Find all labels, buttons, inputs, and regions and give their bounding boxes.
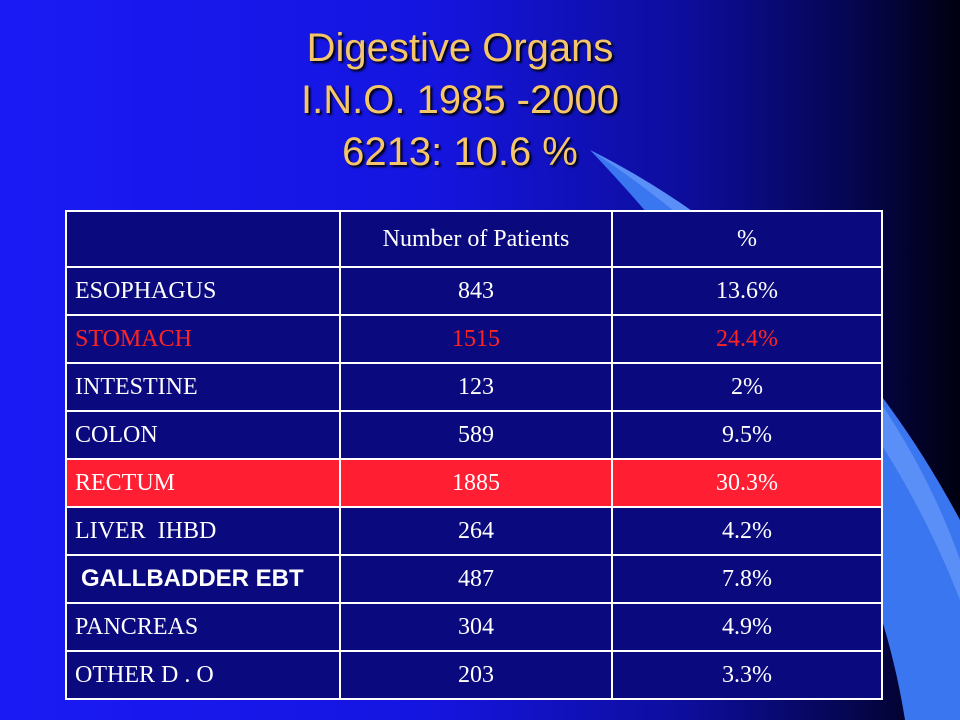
header-organ (65, 210, 341, 268)
digestive-organs-table: Number of Patients % ESOPHAGUS 843 13.6%… (65, 210, 883, 700)
percent-cell: 24.4% (611, 314, 883, 364)
percent-cell: 13.6% (611, 266, 883, 316)
table-row: GALLBADDER EBT 487 7.8% (65, 554, 883, 604)
title-line-1: Digestive Organs (306, 26, 614, 70)
patients-cell: 843 (339, 266, 613, 316)
patients-cell: 589 (339, 410, 613, 460)
table-row: INTESTINE 123 2% (65, 362, 883, 412)
percent-cell: 3.3% (611, 650, 883, 700)
percent-cell: 30.3% (611, 458, 883, 508)
slide-title: Digestive Organs I.N.O. 1985 -2000 6213:… (120, 22, 800, 178)
patients-cell: 123 (339, 362, 613, 412)
percent-cell: 2% (611, 362, 883, 412)
organ-cell: OTHER D . O (65, 650, 341, 700)
percent-cell: 9.5% (611, 410, 883, 460)
organ-cell: STOMACH (65, 314, 341, 364)
organ-cell: RECTUM (65, 458, 341, 508)
patients-cell: 304 (339, 602, 613, 652)
table-row: STOMACH 1515 24.4% (65, 314, 883, 364)
header-percent: % (611, 210, 883, 268)
percent-cell: 4.9% (611, 602, 883, 652)
title-line-2: I.N.O. 1985 -2000 (301, 78, 619, 122)
percent-cell: 7.8% (611, 554, 883, 604)
table-row: PANCREAS 304 4.9% (65, 602, 883, 652)
table-row: COLON 589 9.5% (65, 410, 883, 460)
organ-cell: LIVER IHBD (65, 506, 341, 556)
patients-cell: 203 (339, 650, 613, 700)
organ-cell: COLON (65, 410, 341, 460)
patients-cell: 1515 (339, 314, 613, 364)
patients-cell: 1885 (339, 458, 613, 508)
organ-cell: PANCREAS (65, 602, 341, 652)
organ-cell: INTESTINE (65, 362, 341, 412)
patients-cell: 487 (339, 554, 613, 604)
title-line-3: 6213: 10.6 % (342, 130, 578, 174)
percent-cell: 4.2% (611, 506, 883, 556)
table-header-row: Number of Patients % (65, 210, 883, 268)
table-row: ESOPHAGUS 843 13.6% (65, 266, 883, 316)
patients-cell: 264 (339, 506, 613, 556)
table-row: RECTUM 1885 30.3% (65, 458, 883, 508)
organ-cell: ESOPHAGUS (65, 266, 341, 316)
table-row: LIVER IHBD 264 4.2% (65, 506, 883, 556)
organ-cell: GALLBADDER EBT (65, 554, 341, 604)
table-row: OTHER D . O 203 3.3% (65, 650, 883, 700)
header-patients: Number of Patients (339, 210, 613, 268)
